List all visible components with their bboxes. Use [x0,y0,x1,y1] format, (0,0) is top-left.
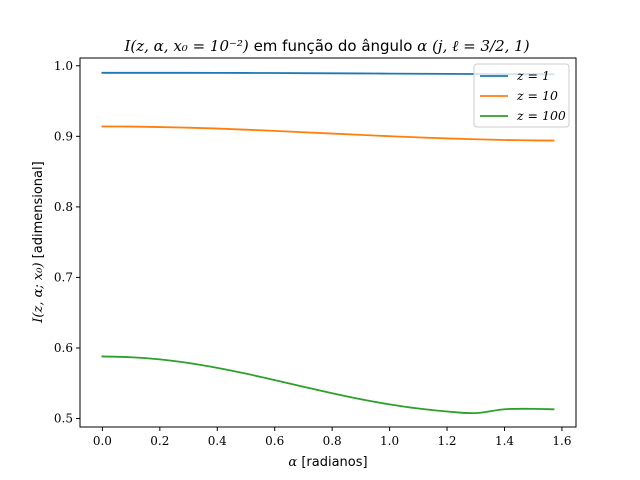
y-tick-label: 0.9 [54,129,73,143]
legend-box [473,63,570,128]
x-tick-label: 0.0 [93,434,112,448]
y-tick-label: 0.6 [54,341,73,355]
legend-label-1: z = 1 [516,68,550,83]
y-tick-label: 0.8 [54,200,73,214]
x-tick-label: 0.2 [150,434,169,448]
x-axis-ticks: 0.0 0.2 0.4 0.6 0.8 1.0 1.2 1.4 1.6 [93,427,571,448]
x-tick-label: 1.4 [495,434,514,448]
y-tick-label: 0.7 [54,270,73,284]
series-line-3 [101,355,555,415]
x-tick-label: 0.8 [323,434,342,448]
x-tick-label: 1.6 [552,434,571,448]
plot-area: 0.0 0.2 0.4 0.6 0.8 1.0 1.2 1.4 1.6 0.5 0.6 0.7 0.8… [54,57,577,448]
y-tick-label: 1.0 [54,59,73,73]
legend-label-2: z = 10 [516,88,558,103]
legend-items: z = 1 z = 10 z = 100 [480,68,566,123]
x-tick-label: 0.4 [208,434,227,448]
y-axis-ticks: 0.5 0.6 0.7 0.8 0.9 1.0 [54,59,80,426]
x-tick-label: 1.2 [437,434,456,448]
series-line-2 [101,125,555,142]
legend: z = 1 z = 10 z = 100 [473,63,570,128]
axes-frame [79,57,577,428]
x-tick-label: 1.0 [380,434,399,448]
legend-label-3: z = 100 [516,108,566,123]
chart-title: I(z, α, x₀ = 10⁻²) em função do ângulo α… [123,37,529,55]
y-axis-label: I(z, α; x₀) [adimensional] [31,161,46,323]
y-tick-label: 0.5 [54,412,73,426]
x-tick-label: 0.6 [265,434,284,448]
x-axis-label: α [radianos] [288,455,367,470]
